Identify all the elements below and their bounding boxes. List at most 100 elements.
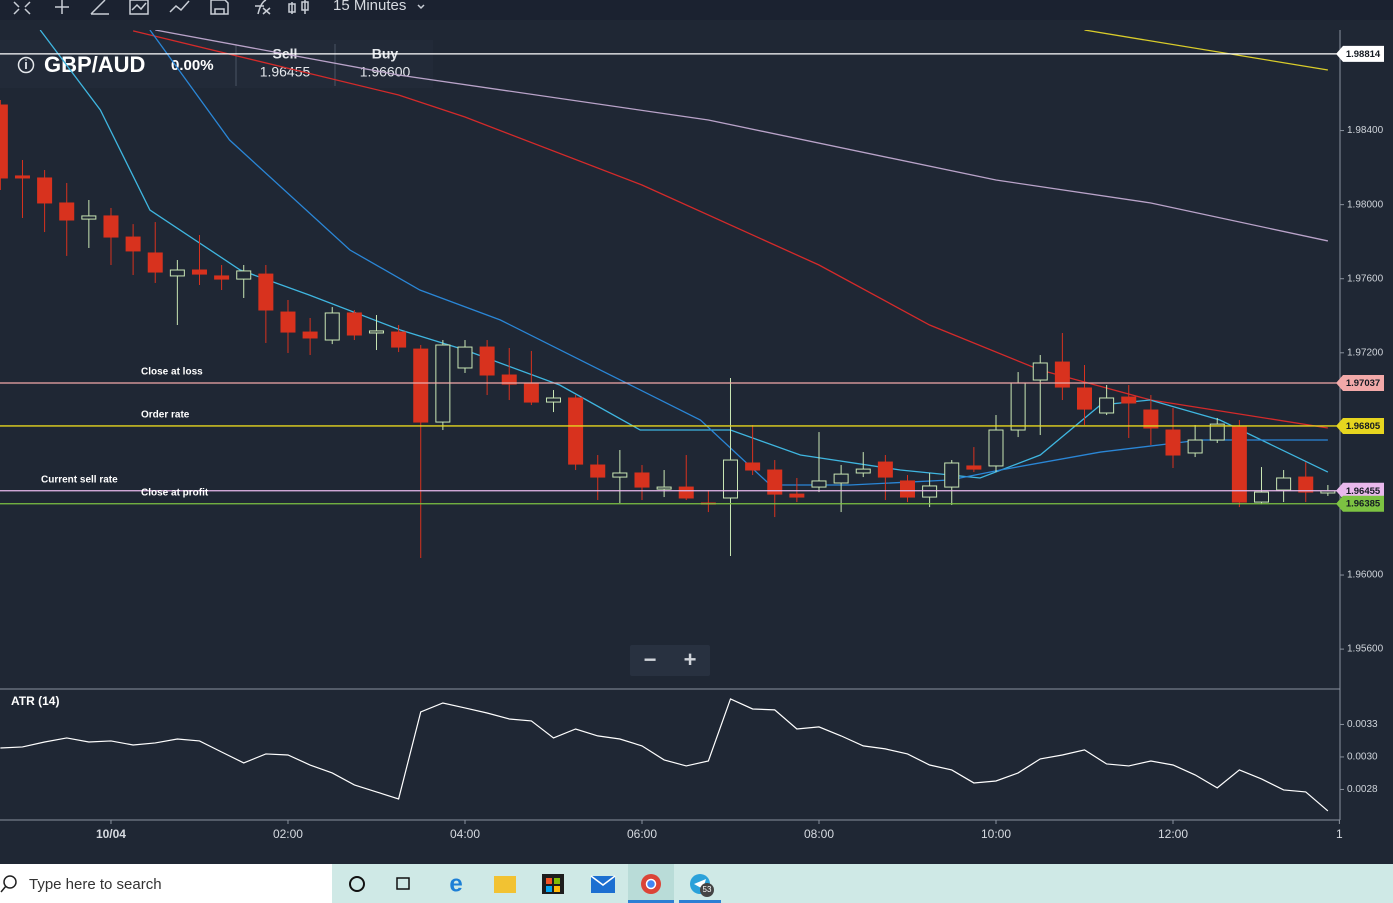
x-tick-label: 1 <box>1336 827 1343 841</box>
y-tick-label: 0.0030 <box>1347 752 1378 763</box>
candle-body <box>302 331 318 339</box>
candle-body <box>545 397 561 403</box>
candle-body <box>1187 439 1203 454</box>
candle-body <box>324 312 340 341</box>
toolbar <box>0 0 1393 20</box>
candle-body <box>346 312 362 336</box>
price-tag-label: 1.97037 <box>1346 378 1380 389</box>
candle-body <box>37 177 53 204</box>
candle-body <box>59 202 75 221</box>
candle-body <box>855 468 871 474</box>
store-tile <box>554 886 560 892</box>
buy-price[interactable]: 1.96600 <box>360 64 411 80</box>
price-tag-label: 1.98814 <box>1346 49 1381 60</box>
store-tile <box>546 886 552 892</box>
candle-body <box>1276 477 1292 491</box>
moving-average <box>1084 30 1328 71</box>
y-tick-label: 0.0033 <box>1347 719 1378 730</box>
candle-body <box>722 459 738 499</box>
candle-body <box>789 493 805 498</box>
moving-average <box>155 30 1329 242</box>
save-icon[interactable] <box>210 0 229 15</box>
search-placeholder[interactable]: Type here to search <box>29 876 162 893</box>
zoom-in[interactable]: + <box>684 647 697 672</box>
y-tick-label: 1.97600 <box>1347 273 1384 284</box>
function-icon[interactable] <box>255 0 271 15</box>
dropdown-arrow[interactable] <box>417 4 425 10</box>
task-view-icon[interactable] <box>396 877 410 890</box>
candle-body <box>899 480 915 498</box>
mail-flap <box>590 875 616 886</box>
zoom-out[interactable]: − <box>644 647 657 672</box>
candle-body <box>678 486 694 499</box>
price-tag-label: 1.96805 <box>1346 421 1381 432</box>
y-tick-label: 1.95600 <box>1347 644 1384 655</box>
store-icon[interactable] <box>542 874 564 894</box>
price-line-label: Close at profit <box>141 487 209 498</box>
indicator-icon[interactable] <box>169 0 190 13</box>
y-tick-label: 1.97200 <box>1347 347 1384 358</box>
fit-icon[interactable] <box>13 1 31 15</box>
candle-body <box>833 473 849 484</box>
candle-body <box>81 215 97 220</box>
candle-body <box>0 104 8 179</box>
draw-icon[interactable] <box>90 0 109 15</box>
candle-body <box>877 461 893 478</box>
x-tick-label: 08:00 <box>804 827 834 841</box>
price-line-label: Order rate <box>141 410 190 421</box>
candle-body <box>988 429 1004 467</box>
price-tag <box>1336 45 1384 62</box>
toolbar-icons[interactable] <box>13 0 425 15</box>
search-box[interactable] <box>0 864 332 903</box>
candle-body <box>634 472 650 488</box>
chart-type-icon[interactable] <box>129 0 149 15</box>
candle-body <box>479 346 495 376</box>
explorer-icon[interactable] <box>494 876 516 893</box>
edge-icon[interactable]: e <box>449 870 462 897</box>
candle-body <box>745 462 761 471</box>
moving-average <box>149 30 1328 486</box>
candle-body <box>1253 491 1269 503</box>
candle-body <box>1099 397 1115 414</box>
candle-body <box>966 465 982 470</box>
candle-body <box>258 273 274 311</box>
candle-body <box>656 486 672 490</box>
active-indicator <box>628 900 674 903</box>
x-tick-label: 10/04 <box>96 827 126 841</box>
candle-body <box>1165 429 1181 456</box>
candle-body <box>590 464 606 478</box>
candle-body <box>922 485 938 498</box>
candle-body <box>1032 362 1048 381</box>
candle-body <box>214 275 230 280</box>
x-tick-label: 02:00 <box>273 827 303 841</box>
x-tick-label: 06:00 <box>627 827 657 841</box>
x-tick-label: 10:00 <box>981 827 1011 841</box>
badge <box>700 883 714 897</box>
candle-body <box>103 215 119 238</box>
sell-price[interactable]: 1.96455 <box>260 64 311 80</box>
candle-body <box>1298 476 1314 493</box>
price-tag <box>1336 417 1384 434</box>
info-icon[interactable] <box>17 56 35 74</box>
y-tick-label: 1.96000 <box>1347 570 1384 581</box>
cortana-icon[interactable] <box>349 876 365 892</box>
crosshair-icon[interactable] <box>55 0 69 14</box>
chart-layer: 1.98400 1.98000 1.97600 1.97200 1.96000 1.956… <box>0 30 1384 841</box>
search-icon <box>3 875 17 889</box>
task-view-frame <box>396 877 410 890</box>
price-line-label: Close at loss <box>141 367 203 378</box>
candle-body <box>368 330 384 334</box>
candle-body <box>1010 382 1026 431</box>
indicator-line <box>0 698 1329 812</box>
timeframe[interactable]: 15 Minutes <box>333 0 406 14</box>
compare-icon[interactable] <box>288 0 309 14</box>
candle-body <box>944 462 960 488</box>
candle-body <box>501 374 517 385</box>
price-tag <box>1336 482 1384 499</box>
candle-body <box>1231 426 1247 503</box>
store-tile <box>554 878 560 884</box>
y-tick-label: 1.98400 <box>1347 125 1384 136</box>
candle-body <box>413 348 429 423</box>
symbol: GBP/AUD <box>44 52 145 77</box>
